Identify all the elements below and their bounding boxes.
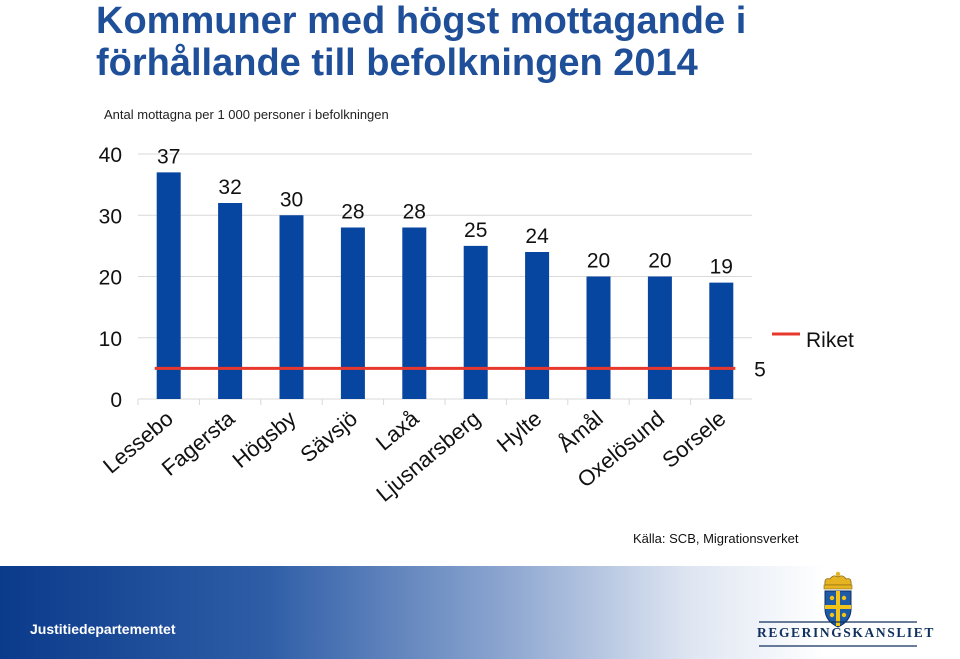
bar-value-label: 32 xyxy=(218,176,241,199)
y-tick-label: 10 xyxy=(99,328,122,351)
bar xyxy=(340,227,365,399)
bar xyxy=(586,276,611,399)
bar-value-label: 37 xyxy=(157,145,180,168)
x-category-label: Högsby xyxy=(228,406,301,473)
y-tick-label: 40 xyxy=(99,144,122,167)
bar-value-label: 28 xyxy=(403,201,426,224)
chart-title: Kommuner med högst mottagande i förhålla… xyxy=(96,0,747,84)
bar xyxy=(218,203,243,399)
bar-value-label: 28 xyxy=(341,201,364,224)
bar-value-label: 25 xyxy=(464,219,487,242)
bar-value-label: 19 xyxy=(710,256,733,279)
chart-subtitle: Antal mottagna per 1 000 personer i befo… xyxy=(104,107,389,122)
x-category-label: Sorsele xyxy=(657,406,730,473)
bar-value-label: 30 xyxy=(280,188,303,211)
y-tick-label: 30 xyxy=(99,205,122,228)
bar xyxy=(647,276,672,399)
bar xyxy=(463,245,488,399)
department-name: Justitiedepartementet xyxy=(30,621,176,637)
x-category-label: Laxå xyxy=(371,405,424,455)
logo-wordmark: REGERINGSKANSLIET xyxy=(757,625,935,640)
x-category-label: Sävsjö xyxy=(295,406,362,468)
bar-value-label: 20 xyxy=(648,250,671,273)
bar xyxy=(709,282,734,399)
bar xyxy=(402,227,427,399)
bar xyxy=(279,215,304,399)
bar xyxy=(525,252,550,399)
reference-value-label: 5 xyxy=(754,358,766,381)
y-tick-label: 0 xyxy=(110,389,122,412)
source-note: Källa: SCB, Migrationsverket xyxy=(633,531,799,546)
y-tick-label: 20 xyxy=(99,267,122,290)
bar-value-label: 20 xyxy=(587,250,610,273)
bar-value-label: 24 xyxy=(525,225,549,248)
bar xyxy=(156,172,181,399)
crown-coat-of-arms-icon xyxy=(759,571,917,647)
x-category-label: Hylte xyxy=(492,406,546,457)
legend-label: Riket xyxy=(806,329,854,352)
footer-band xyxy=(0,566,960,659)
